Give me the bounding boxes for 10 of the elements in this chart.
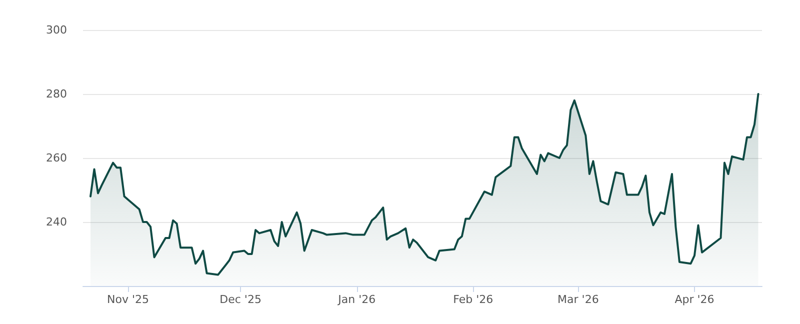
x-tick-label: Mar '26	[558, 293, 599, 306]
y-tick-label: 260	[46, 152, 67, 164]
x-tick-label: Feb '26	[453, 293, 494, 306]
x-tick-label: Nov '25	[107, 293, 150, 306]
y-tick-label: 300	[46, 24, 67, 36]
x-tick-label: Dec '25	[220, 293, 262, 306]
y-tick-label: 240	[46, 216, 67, 228]
y-tick-label: 280	[46, 88, 67, 100]
x-tick-label: Apr '26	[674, 293, 714, 306]
x-tick-label: Jan '26	[337, 293, 376, 306]
